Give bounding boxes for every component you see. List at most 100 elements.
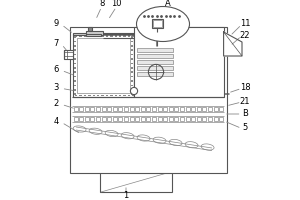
Bar bbox=[208, 117, 212, 121]
Bar bbox=[131, 58, 134, 60]
Bar bbox=[93, 35, 95, 37]
Text: 21: 21 bbox=[240, 98, 250, 106]
Bar bbox=[169, 107, 173, 111]
Bar bbox=[214, 117, 218, 121]
Bar bbox=[74, 117, 78, 121]
Bar bbox=[152, 117, 156, 121]
Bar bbox=[90, 107, 94, 111]
Bar bbox=[137, 66, 173, 70]
Bar bbox=[137, 60, 173, 64]
Bar bbox=[131, 80, 134, 82]
Bar bbox=[131, 41, 134, 42]
Bar bbox=[85, 107, 89, 111]
Bar bbox=[219, 107, 223, 111]
Bar bbox=[96, 117, 100, 121]
Bar bbox=[123, 35, 126, 37]
Bar bbox=[152, 19, 163, 28]
Bar bbox=[74, 93, 76, 95]
Bar bbox=[106, 35, 108, 37]
Bar bbox=[174, 117, 178, 121]
Bar bbox=[88, 27, 92, 31]
Bar bbox=[146, 107, 150, 111]
Bar bbox=[131, 36, 134, 38]
Bar bbox=[88, 95, 91, 96]
Bar bbox=[86, 34, 101, 36]
Bar bbox=[119, 95, 122, 96]
Bar bbox=[131, 67, 134, 69]
Bar bbox=[128, 35, 130, 37]
Text: 18: 18 bbox=[240, 83, 250, 92]
Bar bbox=[79, 107, 83, 111]
Text: 6: 6 bbox=[53, 66, 59, 74]
Bar bbox=[208, 107, 212, 111]
Bar bbox=[74, 63, 76, 64]
Bar bbox=[80, 35, 82, 37]
Bar bbox=[102, 107, 106, 111]
Bar bbox=[110, 95, 112, 96]
Bar bbox=[132, 35, 135, 37]
Bar bbox=[84, 35, 86, 37]
Text: 1: 1 bbox=[123, 192, 129, 200]
Text: 3: 3 bbox=[53, 83, 59, 92]
Bar bbox=[130, 107, 134, 111]
Bar bbox=[115, 95, 117, 96]
Bar bbox=[124, 117, 128, 121]
Bar bbox=[191, 117, 195, 121]
Bar bbox=[90, 117, 94, 121]
Text: 5: 5 bbox=[242, 123, 247, 132]
Bar bbox=[163, 107, 167, 111]
Text: 22: 22 bbox=[240, 31, 250, 40]
Bar bbox=[88, 35, 91, 37]
Bar bbox=[85, 31, 103, 35]
Text: 7: 7 bbox=[53, 40, 59, 48]
Bar bbox=[96, 107, 100, 111]
Bar bbox=[146, 117, 150, 121]
Bar bbox=[197, 117, 201, 121]
Bar bbox=[214, 107, 218, 111]
Bar bbox=[113, 107, 117, 111]
Bar bbox=[107, 107, 111, 111]
Bar bbox=[132, 95, 135, 96]
Text: 2: 2 bbox=[53, 99, 58, 108]
Bar bbox=[97, 35, 99, 37]
Bar bbox=[153, 20, 162, 27]
Bar bbox=[74, 45, 76, 47]
Bar bbox=[131, 76, 134, 77]
Bar bbox=[102, 117, 106, 121]
Bar bbox=[113, 117, 117, 121]
Bar bbox=[74, 36, 76, 38]
Bar bbox=[74, 85, 76, 86]
Bar bbox=[70, 27, 227, 173]
Bar bbox=[180, 117, 184, 121]
Bar bbox=[137, 72, 173, 76]
Bar bbox=[131, 54, 134, 55]
Bar bbox=[152, 107, 156, 111]
Bar bbox=[163, 117, 167, 121]
Bar bbox=[202, 117, 206, 121]
Bar bbox=[101, 95, 104, 96]
Text: B: B bbox=[242, 110, 248, 118]
Text: 8: 8 bbox=[99, 0, 105, 8]
Text: 10: 10 bbox=[111, 0, 121, 8]
Bar bbox=[74, 76, 76, 77]
Bar bbox=[100, 172, 172, 192]
Bar bbox=[137, 48, 173, 52]
Bar bbox=[74, 67, 76, 69]
Bar bbox=[191, 107, 195, 111]
Bar bbox=[131, 93, 134, 95]
Bar bbox=[73, 33, 86, 35]
Bar bbox=[101, 35, 104, 37]
Bar bbox=[75, 35, 77, 37]
Bar bbox=[64, 50, 73, 59]
Bar bbox=[131, 49, 134, 51]
Bar bbox=[79, 117, 83, 121]
Bar bbox=[134, 27, 224, 97]
Bar bbox=[197, 107, 201, 111]
Bar bbox=[118, 117, 122, 121]
Bar bbox=[130, 117, 134, 121]
Bar bbox=[186, 107, 190, 111]
Text: 11: 11 bbox=[240, 20, 250, 28]
Bar bbox=[76, 38, 130, 93]
Bar bbox=[110, 35, 112, 37]
Bar bbox=[141, 107, 145, 111]
